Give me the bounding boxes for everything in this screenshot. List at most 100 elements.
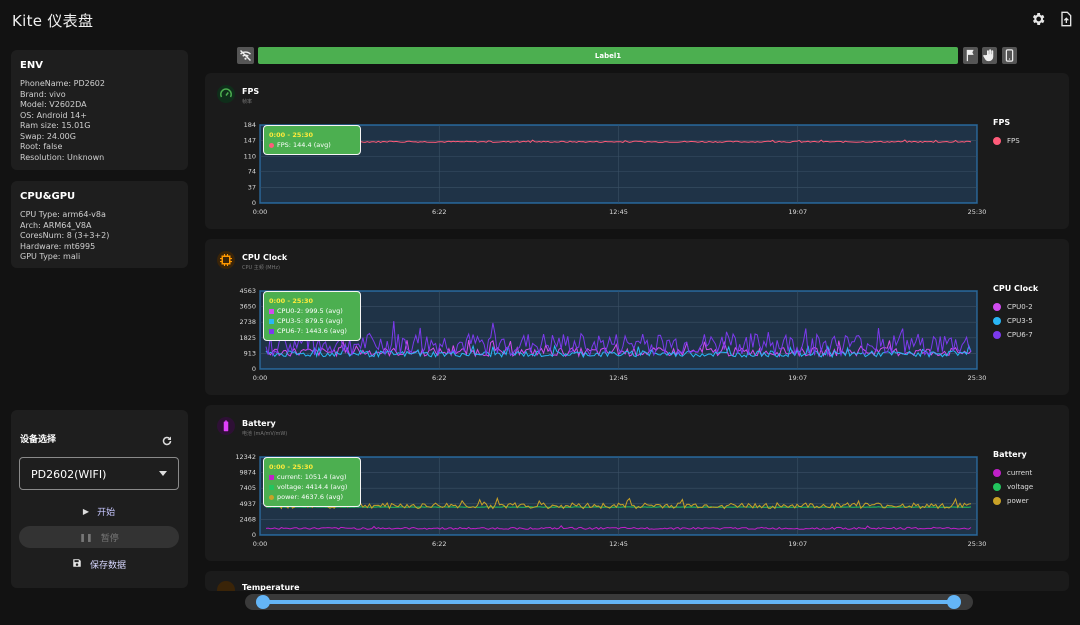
cpu-gpu-line: CPU Type: arm64-v8a xyxy=(20,210,106,219)
cpu-gpu-line: Arch: ARM64_V8A xyxy=(20,220,92,230)
x-tick-label: 12:45 xyxy=(609,374,628,382)
refresh-icon[interactable] xyxy=(161,432,173,446)
chart-tooltip: 0:00 - 25:30 CPU0-2: 999.5 (avg) CPU3-5:… xyxy=(263,291,361,341)
series-line-current xyxy=(265,525,972,530)
pause-button-label: 暂停 xyxy=(100,533,119,544)
x-tick-label: 6:22 xyxy=(432,374,447,382)
y-tick-label: 7405 xyxy=(239,484,256,492)
start-button-label: 开始 xyxy=(97,507,116,518)
x-tick-label: 0:00 xyxy=(253,540,268,548)
y-tick-label: 913 xyxy=(244,349,256,357)
env-line: Root: false xyxy=(20,142,63,151)
legend-title: CPU Clock xyxy=(993,284,1039,293)
panel-title: Battery xyxy=(242,419,276,428)
app-title: Kite 仪表盘 xyxy=(12,12,94,30)
chart-tooltip: 0:00 - 25:30 current: 1051.4 (avg) volta… xyxy=(263,457,361,507)
tooltip-range: 0:00 - 25:30 xyxy=(269,131,314,139)
panel-title: FPS xyxy=(242,87,260,96)
cpu-gpu-line: GPU Type: mali xyxy=(20,252,81,261)
chart-legend: FPS FPS xyxy=(993,118,1020,148)
slider-track xyxy=(263,600,955,604)
x-tick-label: 19:07 xyxy=(788,540,807,548)
save-data-button[interactable]: 保存数据 xyxy=(19,553,179,575)
x-tick-label: 12:45 xyxy=(609,540,628,548)
x-tick-label: 25:30 xyxy=(968,374,987,382)
legend-item[interactable]: CPU0-2 xyxy=(993,300,1038,314)
cpu-clock-chart[interactable]: 0 913 1825 2738 3650 4563 0:00 6:22 12:45 19:07 25… xyxy=(205,239,1069,395)
tooltip-line: CPU6-7: 1443.6 (avg) xyxy=(269,326,355,336)
slider-end-handle[interactable] xyxy=(947,595,961,609)
series-line-voltage xyxy=(265,506,972,508)
y-tick-label: 184 xyxy=(244,121,256,129)
panel-subtitle: 电池 (mA/mV/mW) xyxy=(242,431,288,437)
cpu-gpu-card: CPU&GPU CPU Type: arm64-v8a Arch: ARM64_… xyxy=(11,181,188,268)
x-tick-label: 6:22 xyxy=(432,208,447,216)
save-data-label: 保存数据 xyxy=(89,560,126,571)
phone-screenshot-icon[interactable] xyxy=(1002,47,1017,64)
label-bar[interactable]: Label1 xyxy=(258,47,958,64)
device-select-value: PD2602(WIFI) xyxy=(31,468,107,481)
cpu-chip-icon xyxy=(217,251,235,269)
cpu-gpu-line: CoresNum: 8 (3+3+2) xyxy=(20,231,110,240)
pause-icon: ❚❚ xyxy=(79,532,93,542)
settings-gear-icon[interactable] xyxy=(1030,11,1046,27)
top-bar: Kite 仪表盘 xyxy=(0,0,1080,40)
pause-button[interactable]: ❚❚ 暂停 xyxy=(19,526,179,548)
chart-legend: Battery current voltage power xyxy=(993,450,1033,508)
cpu-clock-panel: CPU Clock CPU 主频 (MHz) 0 913 1825 2738 3650 4… xyxy=(205,239,1069,395)
x-tick-label: 19:07 xyxy=(788,208,807,216)
series-line-cpu3-5 xyxy=(265,344,972,359)
cpu-gpu-title: CPU&GPU xyxy=(20,191,76,202)
y-tick-label: 2738 xyxy=(239,318,256,326)
series-line-fps xyxy=(265,139,972,143)
y-tick-label: 0 xyxy=(252,199,256,207)
caret-down-icon xyxy=(159,471,167,476)
tooltip-line: current: 1051.4 (avg) xyxy=(269,472,355,482)
x-tick-label: 0:00 xyxy=(253,374,268,382)
flag-icon[interactable] xyxy=(963,47,978,64)
legend-item[interactable]: power xyxy=(993,494,1033,508)
panel-title: Temperature xyxy=(242,583,300,591)
env-line: Swap: 24.00G xyxy=(20,131,76,141)
battery-panel: Battery 电池 (mA/mV/mW) 0 2468 4937 7405 9874 1… xyxy=(205,405,1069,561)
legend-item[interactable]: current xyxy=(993,466,1033,480)
hand-icon[interactable] xyxy=(982,47,997,64)
tooltip-line: CPU0-2: 999.5 (avg) xyxy=(269,306,355,316)
y-tick-label: 147 xyxy=(244,137,256,145)
legend-item[interactable]: FPS xyxy=(993,134,1020,148)
slider-start-handle[interactable] xyxy=(256,595,270,609)
env-line: Model: V2602DA xyxy=(20,100,87,109)
speedometer-icon xyxy=(217,85,235,103)
legend-title: FPS xyxy=(993,118,1011,127)
play-icon: ▶ xyxy=(82,506,90,516)
y-tick-label: 12342 xyxy=(235,453,256,461)
tooltip-line: power: 4637.6 (avg) xyxy=(269,492,355,502)
time-range-slider[interactable] xyxy=(245,594,973,610)
fps-chart[interactable]: 0 37 74 110 147 184 0:00 6:22 12:45 19:07 25:30 xyxy=(205,73,1069,229)
export-file-icon[interactable] xyxy=(1058,11,1074,27)
y-tick-label: 4563 xyxy=(239,287,256,295)
start-button[interactable]: ▶ 开始 xyxy=(19,500,179,522)
device-select-title: 设备选择 xyxy=(20,435,57,445)
x-tick-label: 6:22 xyxy=(432,540,447,548)
env-card: ENV PhoneName: PD2602 Brand: vivo Model:… xyxy=(11,50,188,170)
tooltip-line: voltage: 4414.4 (avg) xyxy=(269,482,355,492)
series-line-cpu6-7 xyxy=(265,321,972,358)
battery-icon xyxy=(217,417,235,435)
wifi-toggle-icon[interactable] xyxy=(237,47,254,64)
env-line: Ram size: 15.01G xyxy=(20,121,91,130)
panel-subtitle: CPU 主频 (MHz) xyxy=(242,265,280,271)
chart-tooltip: 0:00 - 25:30 FPS: 144.4 (avg) xyxy=(263,125,361,155)
series-line-power xyxy=(265,496,972,510)
battery-chart[interactable]: 0 2468 4937 7405 9874 12342 0:00 6:22 12:45 19:07… xyxy=(205,405,1069,561)
env-title: ENV xyxy=(20,60,43,71)
legend-item[interactable]: CPU6-7 xyxy=(993,328,1038,342)
device-select[interactable]: PD2602(WIFI) xyxy=(19,457,179,490)
env-line: Resolution: Unknown xyxy=(20,152,105,162)
legend-item[interactable]: voltage xyxy=(993,480,1033,494)
tooltip-line: FPS: 144.4 (avg) xyxy=(269,140,355,150)
save-disk-icon xyxy=(72,558,82,571)
x-tick-label: 12:45 xyxy=(609,208,628,216)
x-tick-label: 0:00 xyxy=(253,208,268,216)
legend-item[interactable]: CPU3-5 xyxy=(993,314,1038,328)
